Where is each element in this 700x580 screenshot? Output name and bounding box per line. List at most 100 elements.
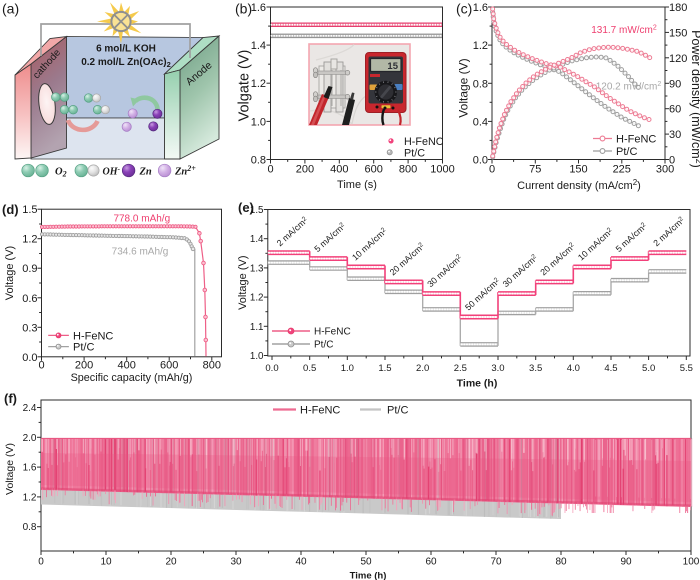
svg-text:0: 0 xyxy=(267,164,273,176)
svg-text:3.5: 3.5 xyxy=(529,363,542,374)
svg-text:75: 75 xyxy=(529,164,541,176)
svg-text:20 mA/cm2: 20 mA/cm2 xyxy=(388,241,427,278)
svg-text:150: 150 xyxy=(569,164,587,176)
svg-text:1.2: 1.2 xyxy=(251,78,266,90)
svg-text:0.2 mol/L Zn(OAc)2: 0.2 mol/L Zn(OAc)2 xyxy=(81,57,171,69)
svg-text:Voltage (V): Voltage (V) xyxy=(4,246,16,300)
svg-text:1.0: 1.0 xyxy=(251,116,266,128)
svg-text:0: 0 xyxy=(669,155,675,167)
svg-text:0: 0 xyxy=(38,360,44,372)
svg-text:O2: O2 xyxy=(55,167,67,179)
svg-text:(e): (e) xyxy=(238,200,254,215)
svg-text:1.2: 1.2 xyxy=(23,492,37,503)
svg-text:0.8: 0.8 xyxy=(473,78,488,90)
svg-text:Specific capacity (mAh/g): Specific capacity (mAh/g) xyxy=(71,372,193,384)
svg-text:30: 30 xyxy=(669,129,681,141)
svg-text:1.2: 1.2 xyxy=(250,293,264,304)
svg-text:H-FeNC: H-FeNC xyxy=(616,134,656,146)
svg-text:0.3: 0.3 xyxy=(22,322,37,334)
svg-text:0.8: 0.8 xyxy=(23,522,37,533)
svg-text:400: 400 xyxy=(330,164,348,176)
svg-text:H-FeNC: H-FeNC xyxy=(404,136,444,148)
svg-text:4.5: 4.5 xyxy=(604,363,617,374)
svg-text:Pt/C: Pt/C xyxy=(314,340,333,351)
svg-text:800: 800 xyxy=(399,164,417,176)
svg-text:(f): (f) xyxy=(4,391,17,406)
svg-text:Voltage (V): Voltage (V) xyxy=(4,443,16,495)
svg-text:3.0: 3.0 xyxy=(491,363,504,374)
svg-text:2.0: 2.0 xyxy=(416,363,429,374)
svg-text:0.8: 0.8 xyxy=(251,154,266,166)
svg-text:0.0: 0.0 xyxy=(265,363,278,374)
svg-text:30: 30 xyxy=(230,557,242,568)
svg-text:70: 70 xyxy=(490,557,502,568)
svg-text:2 mA/cm2: 2 mA/cm2 xyxy=(275,215,310,248)
svg-text:1000: 1000 xyxy=(430,164,454,176)
svg-text:131.7 mW/cm2: 131.7 mW/cm2 xyxy=(591,25,657,37)
svg-text:(d): (d) xyxy=(2,202,19,217)
svg-text:20: 20 xyxy=(165,557,177,568)
svg-text:Time (h): Time (h) xyxy=(350,571,387,580)
svg-text:150: 150 xyxy=(669,27,687,39)
svg-text:50: 50 xyxy=(360,557,372,568)
svg-text:0: 0 xyxy=(489,164,495,176)
svg-text:2.4: 2.4 xyxy=(23,403,37,414)
svg-text:4.0: 4.0 xyxy=(567,363,580,374)
svg-text:5 mA/cm2: 5 mA/cm2 xyxy=(312,221,347,254)
svg-text:1.6: 1.6 xyxy=(23,463,37,474)
svg-text:Pt/C: Pt/C xyxy=(73,342,94,354)
svg-text:1.6: 1.6 xyxy=(473,2,488,14)
svg-text:778.0 mAh/g: 778.0 mAh/g xyxy=(113,214,170,225)
svg-text:1.5: 1.5 xyxy=(250,205,264,216)
svg-text:225: 225 xyxy=(613,164,631,176)
svg-text:1.3: 1.3 xyxy=(250,263,264,274)
svg-text:50 mA/cm2: 50 mA/cm2 xyxy=(463,276,502,313)
svg-text:734.6 mAh/g: 734.6 mAh/g xyxy=(112,247,169,258)
svg-text:1.5: 1.5 xyxy=(22,204,37,216)
svg-text:Voltage (V): Voltage (V) xyxy=(457,58,471,117)
svg-text:Voltage (V): Voltage (V) xyxy=(237,255,249,309)
svg-text:Zn2+: Zn2+ xyxy=(174,164,196,178)
svg-text:180: 180 xyxy=(669,2,687,14)
svg-text:200: 200 xyxy=(296,164,314,176)
svg-text:1.2: 1.2 xyxy=(473,40,488,52)
svg-text:600: 600 xyxy=(160,360,178,372)
svg-text:0.9: 0.9 xyxy=(22,263,37,275)
svg-text:1.4: 1.4 xyxy=(251,40,266,52)
svg-text:0.6: 0.6 xyxy=(22,293,37,305)
svg-text:30 mA/cm2: 30 mA/cm2 xyxy=(425,252,464,289)
svg-text:200: 200 xyxy=(75,360,93,372)
svg-text:Pt/C: Pt/C xyxy=(387,405,408,417)
svg-text:120.2 mW/cm2: 120.2 mW/cm2 xyxy=(596,81,662,93)
svg-text:H-FeNC: H-FeNC xyxy=(73,330,113,342)
svg-text:20 mA/cm2: 20 mA/cm2 xyxy=(538,241,577,278)
svg-text:80: 80 xyxy=(555,557,567,568)
svg-text:15: 15 xyxy=(387,61,398,72)
svg-text:(a): (a) xyxy=(2,1,19,17)
svg-text:1.2: 1.2 xyxy=(22,234,37,246)
svg-text:2.0: 2.0 xyxy=(23,433,37,444)
svg-text:2.5: 2.5 xyxy=(454,363,467,374)
svg-text:Volgate (V): Volgate (V) xyxy=(237,50,253,122)
svg-text:300: 300 xyxy=(656,164,674,176)
svg-text:6 mol/L KOH: 6 mol/L KOH xyxy=(96,44,156,55)
svg-text:5.5: 5.5 xyxy=(680,363,693,374)
svg-text:H-FeNC: H-FeNC xyxy=(314,327,351,338)
svg-text:H-FeNC: H-FeNC xyxy=(300,405,340,417)
svg-text:2 mA/cm2: 2 mA/cm2 xyxy=(651,215,686,248)
svg-text:10 mA/cm2: 10 mA/cm2 xyxy=(350,226,389,263)
svg-text:120: 120 xyxy=(669,53,687,65)
svg-text:400: 400 xyxy=(117,360,135,372)
svg-text:Current density (mA/cm2): Current density (mA/cm2) xyxy=(517,178,641,192)
svg-text:0.0: 0.0 xyxy=(22,352,37,364)
svg-text:40: 40 xyxy=(295,557,307,568)
svg-text:OH-: OH- xyxy=(103,164,121,178)
svg-text:Pt/C: Pt/C xyxy=(404,147,425,159)
svg-text:0: 0 xyxy=(38,557,44,568)
svg-text:1.0: 1.0 xyxy=(341,363,354,374)
svg-text:0.5: 0.5 xyxy=(303,363,316,374)
svg-text:Time (s): Time (s) xyxy=(337,179,377,191)
svg-text:10: 10 xyxy=(100,557,112,568)
svg-text:60: 60 xyxy=(425,557,437,568)
svg-text:10 mA/cm2: 10 mA/cm2 xyxy=(576,226,615,263)
